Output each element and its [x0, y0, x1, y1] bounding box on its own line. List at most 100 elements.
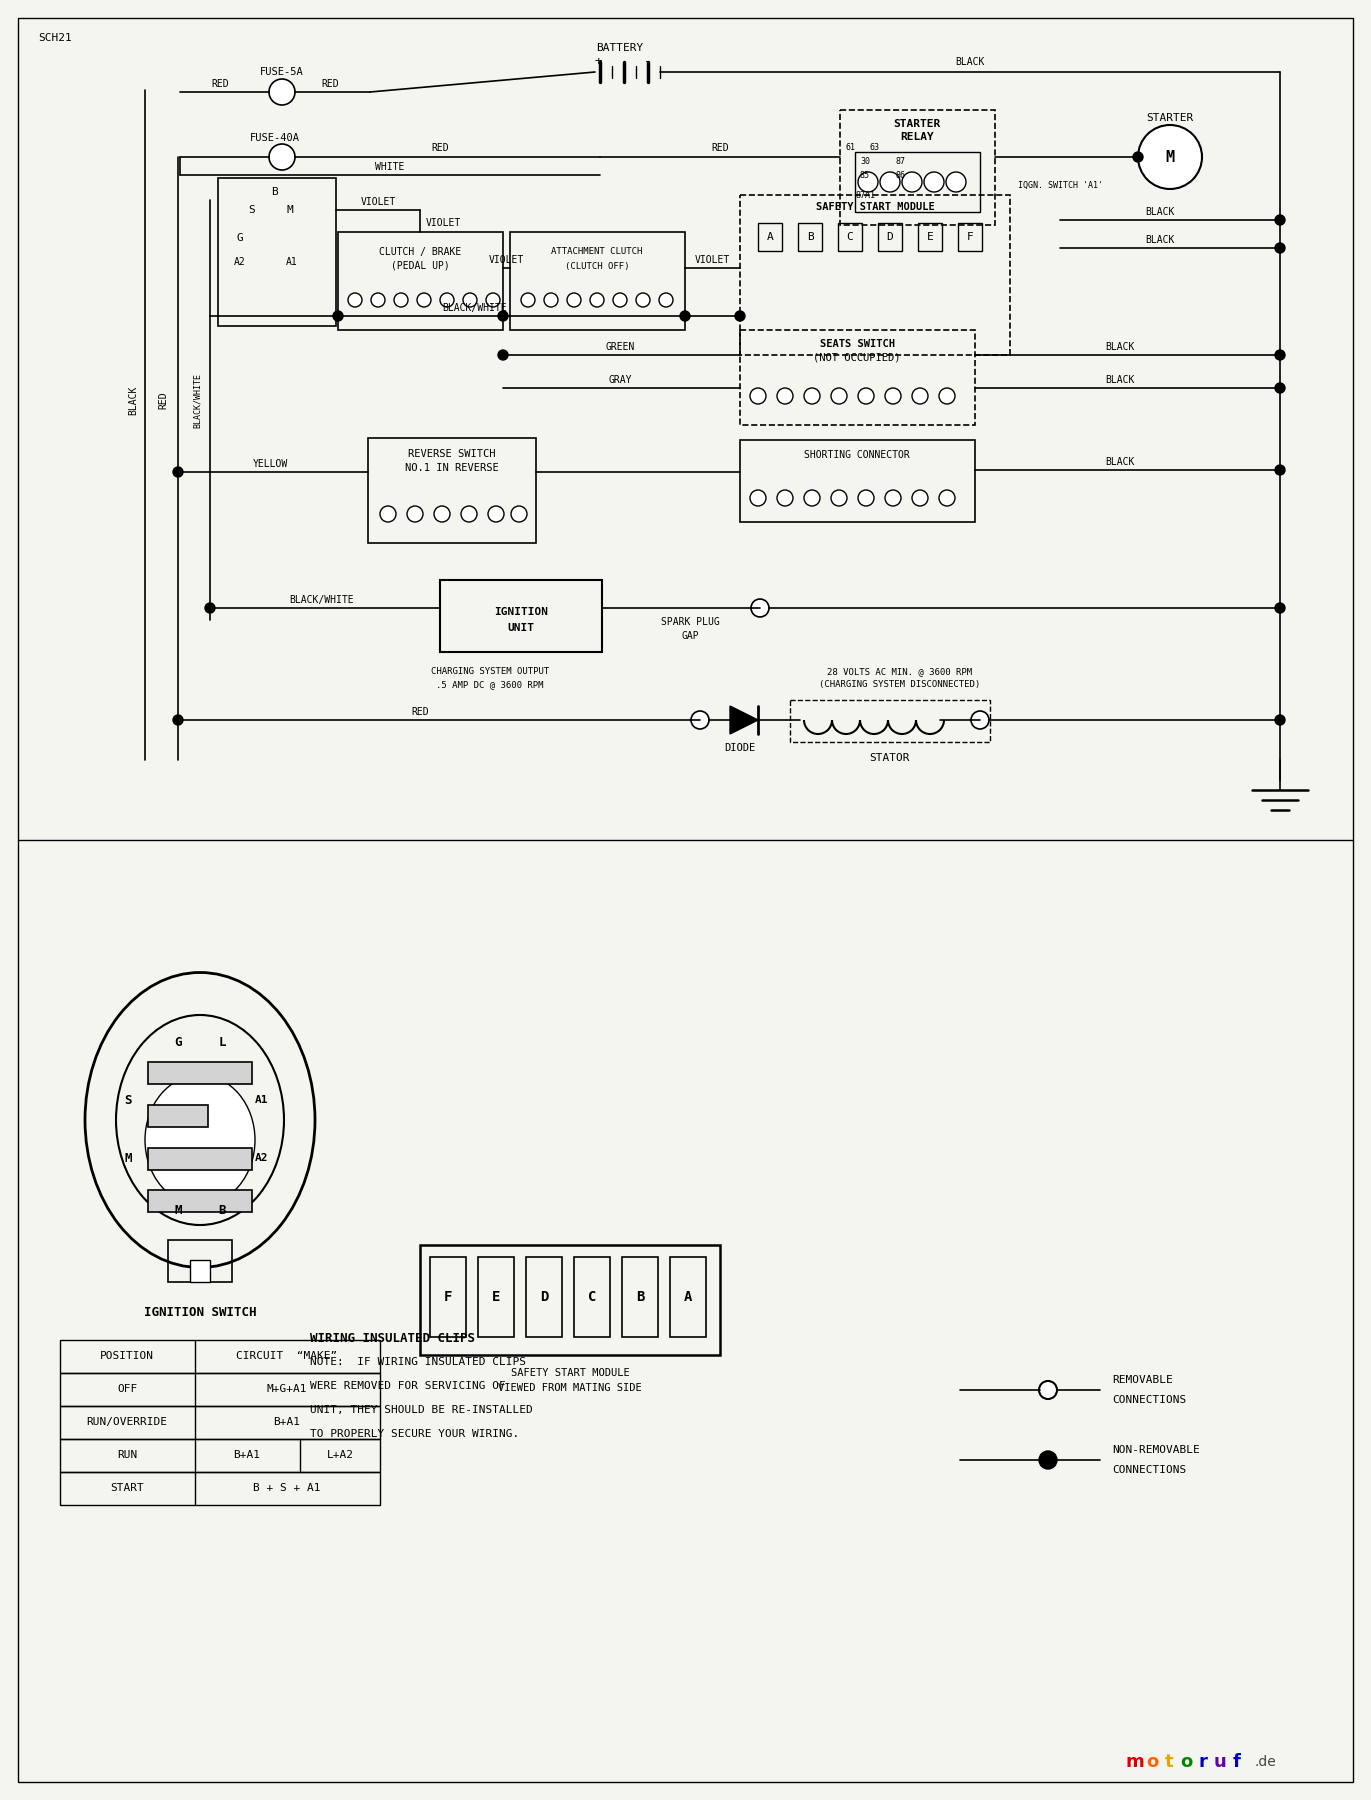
Text: t: t: [1165, 1753, 1174, 1771]
Text: CIRCUIT  “MAKE”: CIRCUIT “MAKE”: [236, 1352, 337, 1361]
Text: o: o: [1180, 1753, 1193, 1771]
Text: BLACK: BLACK: [956, 58, 984, 67]
Bar: [60, 1339, 380, 1373]
Text: BLACK: BLACK: [1145, 236, 1175, 245]
Bar: [740, 329, 975, 425]
Text: RED: RED: [432, 142, 448, 153]
Circle shape: [1138, 124, 1202, 189]
Text: OFF: OFF: [117, 1384, 137, 1393]
Text: o: o: [1146, 1753, 1158, 1771]
Circle shape: [1275, 603, 1285, 614]
Bar: [740, 194, 1010, 355]
Text: B+A1: B+A1: [273, 1417, 300, 1427]
Circle shape: [498, 311, 509, 320]
Text: B: B: [806, 232, 813, 241]
Text: BLACK: BLACK: [1145, 207, 1175, 218]
Circle shape: [902, 173, 923, 193]
Text: IGNITION: IGNITION: [494, 607, 548, 617]
Bar: [148, 1105, 208, 1127]
Circle shape: [521, 293, 535, 308]
Text: WIRING INSULATED CLIPS: WIRING INSULATED CLIPS: [310, 1332, 474, 1345]
Text: S: S: [248, 205, 255, 214]
Bar: [191, 1260, 210, 1282]
Bar: [856, 151, 980, 212]
Circle shape: [372, 293, 385, 308]
Text: A: A: [684, 1291, 692, 1303]
Text: C: C: [588, 1291, 596, 1303]
Text: m: m: [1126, 1753, 1145, 1771]
Circle shape: [1275, 243, 1285, 254]
Circle shape: [348, 293, 362, 308]
Text: SHORTING CONNECTOR: SHORTING CONNECTOR: [805, 450, 910, 461]
Text: VIOLET: VIOLET: [694, 256, 729, 265]
Circle shape: [912, 389, 928, 403]
Text: 87: 87: [895, 158, 905, 167]
Bar: [510, 232, 686, 329]
Circle shape: [912, 490, 928, 506]
Circle shape: [831, 389, 847, 403]
Text: 61: 61: [845, 144, 856, 153]
Text: CHARGING SYSTEM OUTPUT: CHARGING SYSTEM OUTPUT: [430, 668, 550, 677]
Text: REVERSE SWITCH: REVERSE SWITCH: [409, 448, 496, 459]
Text: BATTERY: BATTERY: [596, 43, 643, 52]
Text: IQGN. SWITCH 'A1': IQGN. SWITCH 'A1': [1017, 180, 1102, 189]
Bar: [169, 1240, 232, 1282]
Text: RELAY: RELAY: [901, 131, 934, 142]
Bar: [367, 437, 536, 544]
Text: D: D: [540, 1291, 548, 1303]
Bar: [218, 178, 336, 326]
Text: M: M: [174, 1204, 182, 1217]
Text: YELLOW: YELLOW: [252, 459, 288, 470]
Circle shape: [750, 490, 766, 506]
Circle shape: [924, 173, 945, 193]
Bar: [798, 223, 823, 250]
Text: STARTER: STARTER: [1146, 113, 1194, 122]
Bar: [420, 1246, 720, 1355]
Circle shape: [333, 311, 343, 320]
Text: L+A2: L+A2: [326, 1451, 354, 1460]
Bar: [60, 1438, 380, 1472]
Text: BLACK/WHITE: BLACK/WHITE: [289, 596, 354, 605]
Circle shape: [206, 603, 215, 614]
Circle shape: [636, 293, 650, 308]
Bar: [838, 223, 862, 250]
Text: NO.1 IN REVERSE: NO.1 IN REVERSE: [404, 463, 499, 473]
Text: FUSE-5A: FUSE-5A: [260, 67, 304, 77]
Text: B: B: [271, 187, 278, 196]
Text: START: START: [110, 1483, 144, 1492]
Circle shape: [858, 490, 873, 506]
Text: (CLUTCH OFF): (CLUTCH OFF): [565, 261, 629, 270]
Text: M: M: [125, 1152, 132, 1165]
Text: NOTE:  IF WIRING INSULATED CLIPS: NOTE: IF WIRING INSULATED CLIPS: [310, 1357, 526, 1366]
Bar: [148, 1190, 252, 1211]
Circle shape: [1275, 383, 1285, 392]
Text: B + S + A1: B + S + A1: [254, 1483, 321, 1492]
Text: BLACK/WHITE: BLACK/WHITE: [443, 302, 507, 313]
Text: BLACK: BLACK: [1105, 342, 1135, 353]
Text: UNIT: UNIT: [507, 623, 535, 634]
Text: F: F: [967, 232, 973, 241]
Text: B+A1: B+A1: [233, 1451, 260, 1460]
Circle shape: [946, 173, 967, 193]
Circle shape: [803, 490, 820, 506]
Text: (CHARGING SYSTEM DISCONNECTED): (CHARGING SYSTEM DISCONNECTED): [820, 680, 980, 689]
Bar: [430, 1256, 466, 1337]
Text: M: M: [287, 205, 293, 214]
Text: 86: 86: [895, 171, 905, 180]
Circle shape: [1275, 214, 1285, 225]
Circle shape: [1275, 464, 1285, 475]
Text: CONNECTIONS: CONNECTIONS: [1112, 1395, 1186, 1406]
Circle shape: [590, 293, 605, 308]
Text: (PEDAL UP): (PEDAL UP): [391, 261, 450, 272]
Text: BLACK: BLACK: [1105, 457, 1135, 466]
Bar: [840, 110, 995, 225]
Text: A: A: [766, 232, 773, 241]
Bar: [60, 1373, 380, 1406]
Circle shape: [1039, 1451, 1057, 1469]
Text: GREEN: GREEN: [606, 342, 635, 353]
Circle shape: [886, 490, 901, 506]
Circle shape: [777, 490, 792, 506]
Text: A1: A1: [255, 1094, 269, 1105]
Text: WERE REMOVED FOR SERVICING OF: WERE REMOVED FOR SERVICING OF: [310, 1381, 506, 1391]
Circle shape: [173, 715, 182, 725]
